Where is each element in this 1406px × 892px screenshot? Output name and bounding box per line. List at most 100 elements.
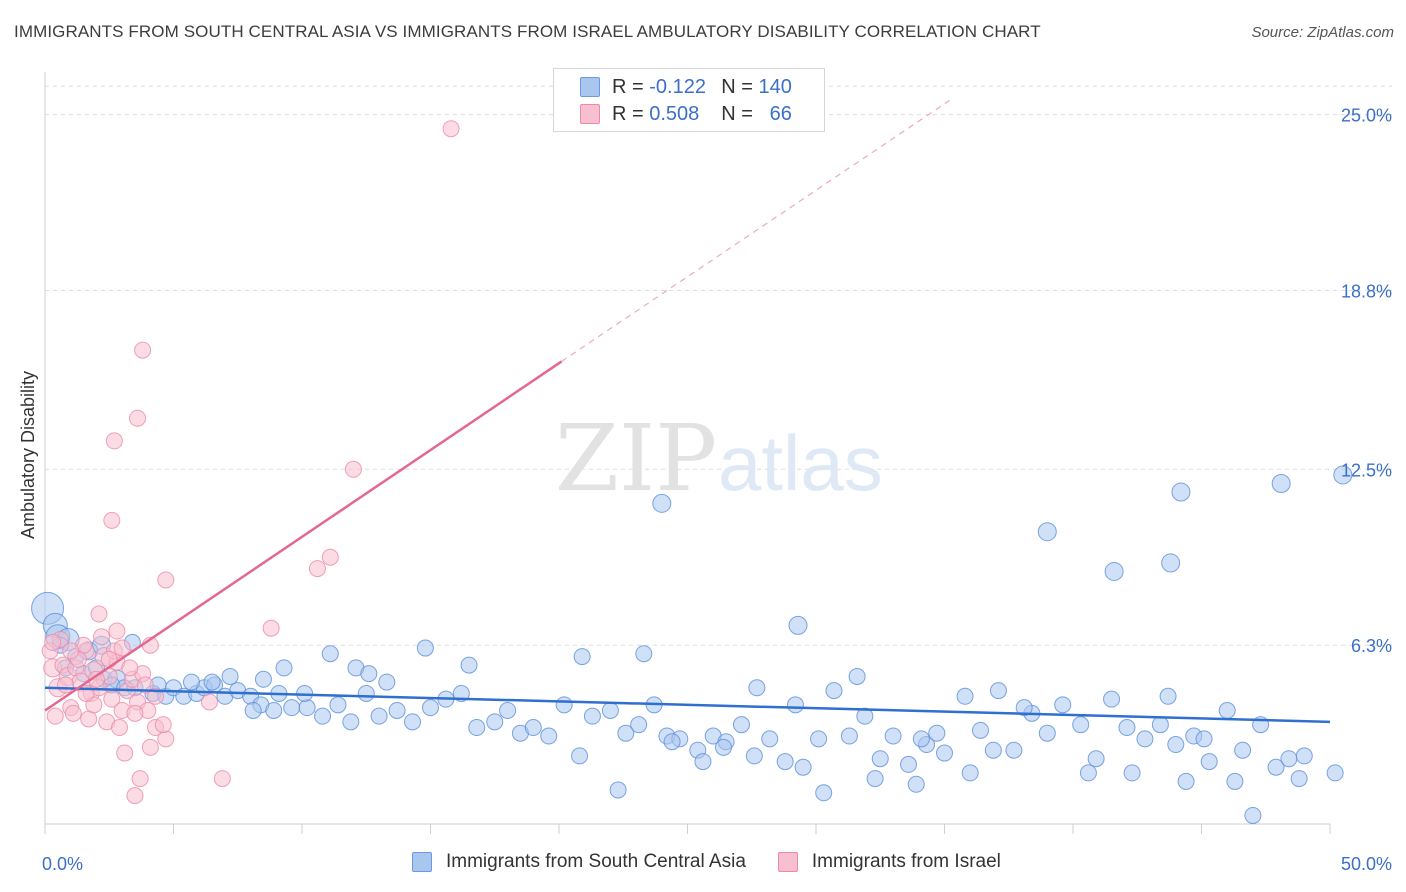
point-south-central-asia [1200,753,1218,771]
legend-swatch-south-central-asia [412,852,432,872]
trend-line-south-central-asia [44,686,1331,724]
point-israel [121,659,139,677]
point-south-central-asia [342,713,360,731]
point-south-central-asia [370,707,388,725]
point-south-central-asia [815,784,833,802]
point-israel [136,676,154,694]
series-legend: Immigrants from South Central Asia Immig… [412,851,1001,873]
point-israel [131,770,149,788]
n-value: 66 [769,102,792,125]
data-points [31,120,1353,824]
point-israel [90,605,108,623]
point-south-central-asia [452,684,470,702]
point-south-central-asia [761,730,779,748]
point-south-central-asia [1290,770,1308,788]
r-value: -0.122 [649,75,706,98]
point-south-central-asia [984,741,1002,759]
point-south-central-asia [961,764,979,782]
point-south-central-asia [1118,719,1136,737]
point-south-central-asia [1159,687,1177,705]
y-tick-label: 18.8% [1341,282,1392,302]
point-south-central-asia [1167,736,1185,754]
point-south-central-asia [609,781,627,799]
point-israel [80,710,98,728]
point-israel [100,650,118,668]
point-south-central-asia [1161,553,1181,573]
gridlines [45,85,1392,646]
point-south-central-asia [254,670,272,688]
source-label: Source: ZipAtlas.com [1251,24,1394,41]
n-value: 140 [758,75,792,98]
point-south-central-asia [825,682,843,700]
point-south-central-asia [486,713,504,731]
legend-swatch-pink [580,104,600,124]
point-south-central-asia [265,701,283,719]
n-label: N = [721,75,753,98]
point-israel [200,693,218,711]
point-south-central-asia [1226,772,1244,790]
point-israel [103,511,121,529]
point-south-central-asia [1151,716,1169,734]
point-south-central-asia [1054,696,1072,714]
point-south-central-asia [971,721,989,739]
point-south-central-asia [907,775,925,793]
point-south-central-asia [1087,750,1105,768]
point-south-central-asia [788,615,808,635]
watermark-atlas: atlas [718,419,883,507]
y-tick-label: 6.3% [1351,636,1392,656]
watermark-zip: ZIP [555,405,717,512]
point-south-central-asia [203,673,221,691]
point-south-central-asia [989,682,1007,700]
r-value: 0.508 [649,102,700,125]
point-south-central-asia [776,753,794,771]
watermark: ZIP atlas [555,405,883,512]
point-south-central-asia [663,733,681,751]
y-tick-label: 12.5% [1341,460,1392,480]
point-south-central-asia [1244,806,1262,824]
point-israel [57,676,75,694]
trend-line-israel [44,360,563,712]
point-south-central-asia [524,719,542,737]
point-south-central-asia [378,673,396,691]
point-south-central-asia [884,727,902,745]
point-south-central-asia [1136,730,1154,748]
point-south-central-asia [1195,730,1213,748]
point-south-central-asia [1079,764,1097,782]
point-south-central-asia [468,719,486,737]
point-south-central-asia [1123,764,1141,782]
trend-extension-israel [561,99,950,362]
legend-swatch-israel [777,852,798,872]
point-south-central-asia [871,750,889,768]
stats-row-israel: R = 0.508 N = 66 [554,100,792,128]
point-israel [213,770,231,788]
point-south-central-asia [314,707,332,725]
point-south-central-asia [1333,465,1353,485]
point-israel [157,571,175,589]
point-israel [103,690,121,708]
point-israel [64,704,82,722]
point-south-central-asia [321,645,339,663]
point-israel [442,120,460,138]
point-south-central-asia [182,673,200,691]
point-south-central-asia [900,755,918,773]
point-south-central-asia [1015,699,1033,717]
point-south-central-asia [388,701,406,719]
legend-label-israel: Immigrants from Israel [811,851,1001,872]
point-south-central-asia [555,696,573,714]
point-israel [129,409,147,427]
n-label: N = [721,102,753,125]
point-israel [126,704,144,722]
point-south-central-asia [275,659,293,677]
point-south-central-asia [460,656,478,674]
point-israel [87,670,105,688]
point-israel [147,687,165,705]
point-south-central-asia [298,699,316,717]
axes [44,72,1331,834]
point-israel [44,633,62,651]
point-south-central-asia [244,701,262,719]
point-israel [105,432,123,450]
point-south-central-asia [840,727,858,745]
point-south-central-asia [1037,522,1057,542]
stats-row-south-central-asia: R = -0.122 N = 140 [554,73,792,101]
